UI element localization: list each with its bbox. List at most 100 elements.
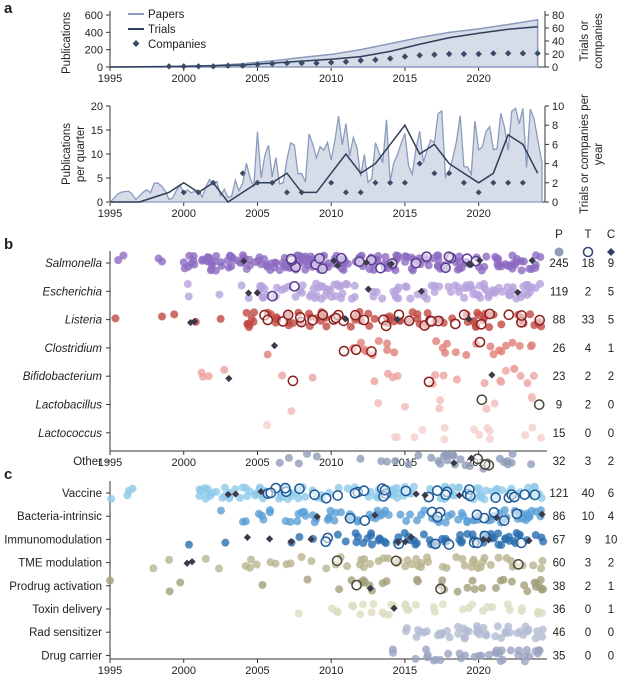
publication-dot	[381, 253, 390, 262]
a-xtick-label: 1995	[98, 73, 122, 85]
company-diamond	[493, 514, 501, 522]
publication-dot	[498, 287, 507, 296]
publication-dot	[370, 377, 379, 386]
company-diamond	[538, 510, 546, 518]
a-company-point	[165, 63, 173, 70]
col-header-C: C	[607, 229, 615, 241]
publication-dot	[391, 457, 400, 466]
publication-dot	[482, 404, 491, 413]
count-companies: 1	[608, 604, 614, 616]
a2-company-point	[357, 189, 364, 196]
publication-dot	[451, 348, 460, 357]
publication-dot	[527, 392, 536, 401]
company-diamond	[232, 490, 240, 498]
company-diamond	[465, 260, 473, 268]
company-diamond	[366, 584, 374, 592]
count-publications: 46	[553, 627, 566, 639]
publication-dot	[297, 552, 306, 561]
a-xtick-label: 2010	[319, 73, 343, 85]
company-diamond	[330, 257, 338, 265]
publication-dot	[245, 563, 254, 572]
publication-dot	[374, 557, 383, 566]
publication-dot	[519, 257, 528, 266]
publication-dot	[335, 585, 344, 594]
company-diamond	[412, 490, 420, 498]
publication-dot	[528, 423, 537, 432]
publication-dot	[216, 506, 225, 515]
publication-dot	[218, 493, 227, 502]
count-publications: 32	[553, 456, 566, 468]
publication-dot	[413, 577, 422, 586]
trial-ring	[350, 344, 362, 356]
publication-dot	[322, 322, 331, 331]
a2-xtick-label: 2010	[319, 208, 343, 220]
publication-dot	[470, 425, 479, 434]
publication-dot	[183, 279, 192, 288]
trial-ring	[320, 492, 332, 504]
row-label: Drug carrier	[41, 650, 102, 662]
publication-dot	[265, 508, 274, 517]
company-diamond	[257, 487, 265, 496]
a-company-point	[269, 60, 276, 67]
publication-dot	[533, 627, 542, 636]
publication-dot	[508, 251, 517, 260]
publication-dot	[287, 407, 296, 416]
publication-dot	[378, 579, 387, 588]
trial-ring	[443, 539, 455, 550]
publication-dot	[460, 293, 469, 302]
publication-dot	[294, 251, 303, 260]
company-diamond	[253, 289, 261, 297]
row-label: Escherichia	[43, 286, 102, 298]
publication-dot	[449, 451, 458, 460]
publication-dot	[526, 310, 535, 319]
publication-dot	[347, 294, 356, 303]
count-trials: 18	[582, 258, 595, 270]
a-y2tick-label: 80	[552, 10, 564, 22]
publication-dot	[530, 578, 539, 587]
publication-dot	[203, 253, 212, 262]
company-diamond	[421, 491, 429, 499]
trial-ring	[314, 253, 325, 264]
b-xtick-label: 2010	[319, 457, 343, 469]
publication-dot	[257, 511, 266, 520]
publication-dot	[454, 629, 463, 638]
count-companies: 0	[608, 428, 614, 440]
publication-dot	[455, 252, 464, 261]
publication-dot	[462, 281, 471, 290]
count-trials: 0	[585, 428, 591, 440]
publication-dot	[244, 294, 253, 303]
publication-dot	[412, 632, 421, 641]
publication-dot	[520, 657, 529, 666]
publication-dot	[485, 650, 494, 659]
publication-dot	[374, 399, 383, 408]
a-company-point	[313, 59, 320, 67]
company-diamond	[407, 533, 415, 541]
publication-dot	[238, 517, 247, 526]
publication-dot	[217, 261, 226, 270]
publication-dot	[263, 350, 272, 359]
row-label: Vaccine	[62, 488, 102, 500]
publication-dot	[372, 492, 381, 501]
publication-dot	[123, 491, 132, 500]
a-company-point	[475, 50, 482, 58]
publication-dot	[497, 633, 506, 642]
publication-dot	[486, 435, 495, 444]
a-y2tick-label: 60	[552, 23, 564, 35]
publication-dot	[184, 292, 193, 301]
publication-dot	[439, 371, 448, 380]
trial-ring	[262, 314, 274, 326]
publication-dot	[505, 262, 514, 271]
a2-xtick-label: 2005	[245, 208, 269, 220]
trial-ring	[379, 484, 391, 496]
publication-dot	[444, 649, 453, 658]
count-publications: 23	[553, 371, 566, 383]
publication-dot	[436, 459, 445, 468]
publication-dot	[411, 600, 420, 609]
publication-dot	[512, 258, 521, 267]
publication-dot	[149, 564, 158, 573]
a2-y2label: Trials or companies per	[579, 94, 591, 214]
a2-company-point	[210, 179, 217, 186]
a-ytick-label: 200	[85, 45, 103, 57]
publication-dot	[442, 563, 451, 572]
trial-ring	[294, 483, 305, 495]
